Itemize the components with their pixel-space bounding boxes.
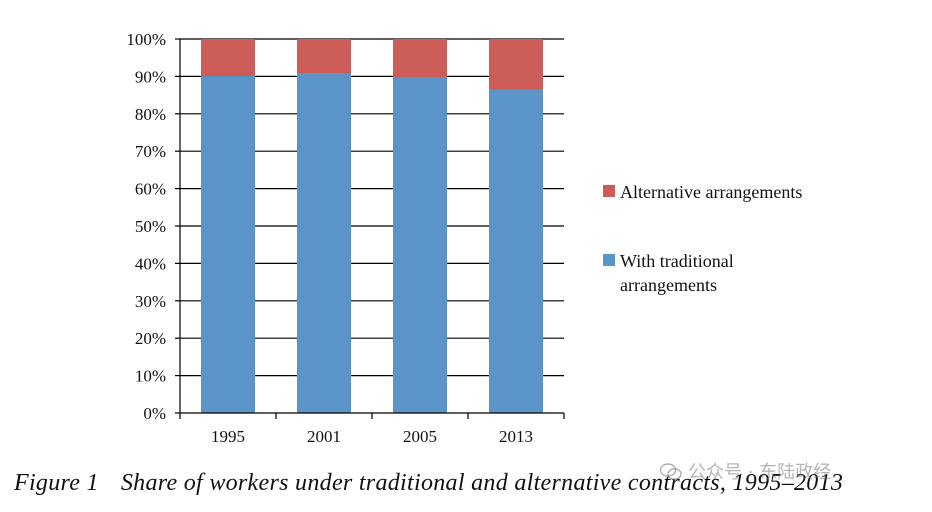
y-tick-label: 60% — [135, 180, 166, 199]
y-tick-label: 30% — [135, 292, 166, 311]
x-tick-label: 2001 — [307, 427, 341, 446]
bar-segment-with-traditional-arrangements — [297, 73, 351, 413]
x-tick-label: 1995 — [211, 427, 245, 446]
y-tick-label: 90% — [135, 67, 166, 86]
bar-segment-alternative-arrangements — [489, 39, 543, 90]
y-tick-label: 10% — [135, 367, 166, 386]
bar-segment-with-traditional-arrangements — [489, 89, 543, 414]
bar-segment-alternative-arrangements — [297, 39, 351, 74]
figure-number: Figure 1 — [14, 470, 99, 496]
y-tick-label: 80% — [135, 105, 166, 124]
figure-caption-text: Share of workers under traditional and a… — [120, 470, 844, 496]
watermark-text: 公众号 · 东陆政经 — [688, 462, 832, 483]
axes — [175, 38, 565, 419]
y-tick-label: 20% — [135, 329, 166, 348]
legend: Alternative arrangements With traditiona… — [603, 182, 802, 295]
y-tick-label: 100% — [126, 30, 166, 49]
legend-label-alternative: Alternative arrangements — [620, 182, 802, 202]
y-tick-label: 70% — [135, 142, 166, 161]
bars — [201, 39, 543, 414]
bar-segment-alternative-arrangements — [393, 39, 447, 78]
watermark: 公众号 · 东陆政经 — [660, 458, 831, 484]
figure-caption: Figure 1 Share of workers under tradition… — [14, 470, 843, 497]
x-tick-label: 2013 — [499, 427, 533, 446]
y-tick-label: 40% — [135, 254, 166, 273]
legend-swatch-alternative — [603, 185, 615, 197]
bar-segment-with-traditional-arrangements — [393, 77, 447, 413]
wechat-icon — [660, 463, 682, 480]
stacked-bar-chart: 0% 10% 20% 30% 40% 50% 60% 70% 80% 90% 100% 1995 20… — [126, 30, 802, 446]
legend-label-traditional-line1: With traditional — [620, 251, 734, 271]
y-tick-label: 0% — [143, 404, 166, 423]
x-tick-label: 2005 — [403, 427, 437, 446]
legend-swatch-traditional — [603, 254, 615, 266]
y-tick-labels: 0% 10% 20% 30% 40% 50% 60% 70% 80% 90% 100% — [126, 30, 166, 423]
bar-segment-alternative-arrangements — [201, 39, 255, 77]
bar-segment-with-traditional-arrangements — [201, 76, 255, 413]
legend-label-traditional-line2: arrangements — [620, 275, 717, 295]
y-tick-label: 50% — [135, 217, 166, 236]
x-tick-labels: 1995 2001 2005 2013 — [211, 427, 533, 446]
